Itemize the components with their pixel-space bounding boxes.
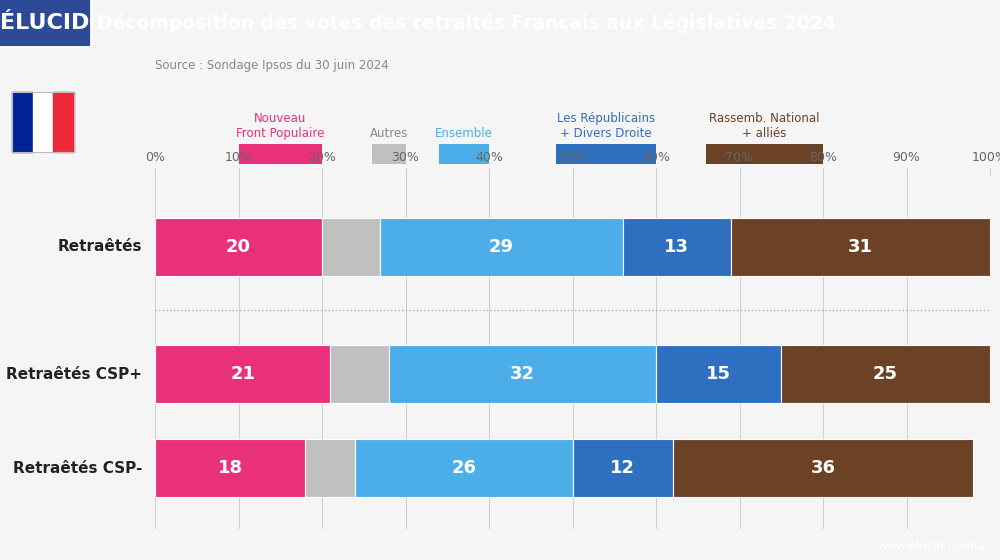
Text: 36: 36 xyxy=(810,459,836,477)
Bar xyxy=(0,0,91,46)
Text: Rassemb. National
+ alliés: Rassemb. National + alliés xyxy=(709,112,820,140)
Text: 29: 29 xyxy=(489,238,514,256)
Text: www.elucid.media: www.elucid.media xyxy=(878,540,985,553)
Text: 15: 15 xyxy=(706,365,731,383)
Bar xyxy=(673,440,973,497)
Bar xyxy=(155,440,305,497)
Text: ÉLUCID: ÉLUCID xyxy=(0,13,90,33)
Text: 12: 12 xyxy=(610,459,635,477)
Text: 31: 31 xyxy=(848,238,873,256)
Text: 20: 20 xyxy=(226,238,251,256)
Text: 21: 21 xyxy=(230,365,255,383)
Bar xyxy=(33,92,53,152)
Bar xyxy=(781,346,990,403)
Bar xyxy=(322,218,380,276)
Bar xyxy=(439,144,489,165)
Text: Source : Sondage Ipsos du 30 juin 2024: Source : Sondage Ipsos du 30 juin 2024 xyxy=(155,59,389,72)
Bar xyxy=(380,218,623,276)
Bar xyxy=(572,440,673,497)
Bar xyxy=(330,346,389,403)
Text: 13: 13 xyxy=(664,238,689,256)
Bar xyxy=(155,218,322,276)
Text: Nouveau
Front Populaire: Nouveau Front Populaire xyxy=(236,112,324,140)
Bar xyxy=(53,92,74,152)
Text: Retraêtés CSP+: Retraêtés CSP+ xyxy=(6,367,142,381)
Bar xyxy=(372,144,406,165)
Text: 32: 32 xyxy=(510,365,535,383)
Text: 18: 18 xyxy=(218,459,243,477)
Text: 26: 26 xyxy=(451,459,476,477)
Bar xyxy=(556,144,656,165)
Bar xyxy=(706,144,823,165)
Text: Ensemble: Ensemble xyxy=(435,127,493,140)
Bar xyxy=(623,218,731,276)
Text: 25: 25 xyxy=(873,365,898,383)
Text: Les Républicains
+ Divers Droite: Les Républicains + Divers Droite xyxy=(557,112,655,140)
Bar xyxy=(355,440,572,497)
Bar xyxy=(155,346,330,403)
Bar xyxy=(12,92,74,152)
Bar xyxy=(239,144,322,165)
Text: Retraêtés: Retraêtés xyxy=(58,239,142,254)
Bar xyxy=(731,218,990,276)
Bar xyxy=(656,346,781,403)
Bar xyxy=(389,346,656,403)
Text: Autres: Autres xyxy=(370,127,408,140)
Bar xyxy=(305,440,355,497)
Bar xyxy=(12,92,33,152)
Text: Décomposition des votes des retraités Français aux Législatives 2024: Décomposition des votes des retraités Fr… xyxy=(97,13,836,33)
Text: Retraêtés CSP-: Retraêtés CSP- xyxy=(13,461,142,476)
